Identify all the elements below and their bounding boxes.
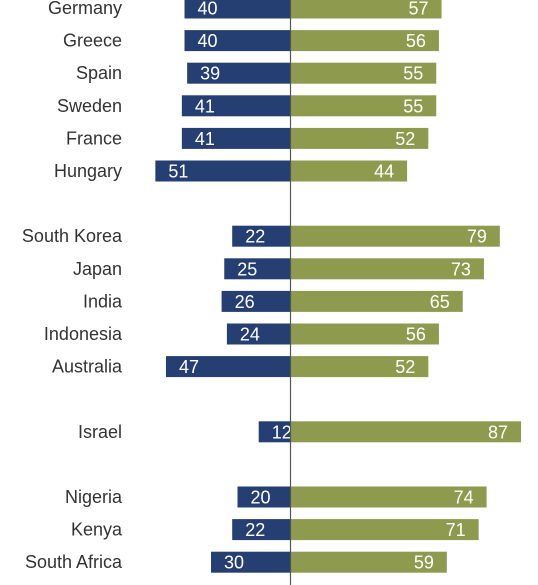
value-label-left-south-africa: 30 xyxy=(224,553,244,573)
country-label-india: India xyxy=(83,291,123,311)
value-label-left-nigeria: 20 xyxy=(251,488,271,508)
value-label-right-germany: 57 xyxy=(409,0,429,19)
country-label-israel: Israel xyxy=(78,422,122,442)
country-labels: Germany Greece Spain Sweden France Hungary Sou… xyxy=(22,0,123,572)
bar-right-south-africa xyxy=(290,551,447,573)
country-label-japan: Japan xyxy=(73,259,122,279)
value-label-right-kenya: 71 xyxy=(446,520,466,540)
value-label-left-south-korea: 22 xyxy=(245,227,265,247)
country-label-spain: Spain xyxy=(76,63,122,83)
bar-left-israel xyxy=(258,421,291,443)
country-label-indonesia: Indonesia xyxy=(44,324,123,344)
bar-left-hungary xyxy=(155,160,291,182)
bar-left-south-korea xyxy=(232,225,291,247)
value-label-left-hungary: 51 xyxy=(168,162,188,182)
bars: 40 57 40 56 39 55 41 55 41 52 51 44 22 79 25 73 26 65 24 56… xyxy=(155,0,522,573)
country-label-nigeria: Nigeria xyxy=(65,487,123,507)
bar-left-france xyxy=(181,127,291,149)
country-label-australia: Australia xyxy=(52,357,123,377)
bar-left-greece xyxy=(184,30,291,52)
value-label-left-kenya: 22 xyxy=(245,520,265,540)
country-label-south-korea: South Korea xyxy=(22,226,123,246)
bar-right-indonesia xyxy=(290,323,439,345)
country-label-south-africa: South Africa xyxy=(25,552,123,572)
bar-right-nigeria xyxy=(290,486,487,508)
value-label-left-spain: 39 xyxy=(200,64,220,84)
bar-right-japan xyxy=(290,258,484,280)
value-label-left-greece: 40 xyxy=(198,31,218,51)
bar-left-nigeria xyxy=(237,486,291,508)
bar-left-sweden xyxy=(181,95,291,117)
bar-right-germany xyxy=(290,0,442,19)
value-label-right-greece: 56 xyxy=(406,31,426,51)
value-label-left-germany: 40 xyxy=(198,0,218,19)
value-label-right-israel: 87 xyxy=(488,422,508,442)
bar-right-sweden xyxy=(290,95,437,117)
value-label-right-france: 52 xyxy=(395,129,415,149)
bar-right-hungary xyxy=(290,160,408,182)
bar-left-australia xyxy=(165,356,291,378)
bar-right-france xyxy=(290,127,429,149)
value-label-right-indonesia: 56 xyxy=(406,325,426,345)
bar-right-india xyxy=(290,290,463,312)
bar-right-south-korea xyxy=(290,225,500,247)
value-label-right-nigeria: 74 xyxy=(454,488,474,508)
value-label-left-sweden: 41 xyxy=(195,96,215,116)
bar-right-spain xyxy=(290,62,437,84)
value-label-left-australia: 47 xyxy=(179,357,199,377)
bar-left-india xyxy=(221,290,291,312)
country-label-hungary: Hungary xyxy=(54,161,122,181)
bar-right-greece xyxy=(290,30,439,52)
bar-left-germany xyxy=(184,0,291,19)
value-label-left-france: 41 xyxy=(195,129,215,149)
bar-left-kenya xyxy=(232,519,291,541)
value-label-left-india: 26 xyxy=(235,292,255,312)
bar-right-kenya xyxy=(290,519,479,541)
value-label-right-hungary: 44 xyxy=(374,162,394,182)
value-label-right-sweden: 55 xyxy=(403,96,423,116)
value-label-right-south-korea: 79 xyxy=(467,227,487,247)
value-label-left-indonesia: 24 xyxy=(240,325,260,345)
bar-right-israel xyxy=(290,421,522,443)
value-label-right-japan: 73 xyxy=(451,259,471,279)
country-label-sweden: Sweden xyxy=(57,96,122,116)
value-label-left-israel: 12 xyxy=(272,422,292,442)
bar-left-south-africa xyxy=(211,551,291,573)
country-label-france: France xyxy=(66,128,122,148)
value-label-left-japan: 25 xyxy=(237,259,257,279)
value-label-right-spain: 55 xyxy=(403,64,423,84)
value-label-right-india: 65 xyxy=(430,292,450,312)
country-label-greece: Greece xyxy=(63,31,122,51)
value-label-right-australia: 52 xyxy=(395,357,415,377)
country-label-kenya: Kenya xyxy=(71,520,123,540)
country-label-germany: Germany xyxy=(48,0,122,18)
value-label-right-south-africa: 59 xyxy=(414,553,434,573)
bar-left-spain xyxy=(187,62,291,84)
bar-right-australia xyxy=(290,356,429,378)
bar-left-japan xyxy=(224,258,291,280)
bar-left-indonesia xyxy=(226,323,291,345)
